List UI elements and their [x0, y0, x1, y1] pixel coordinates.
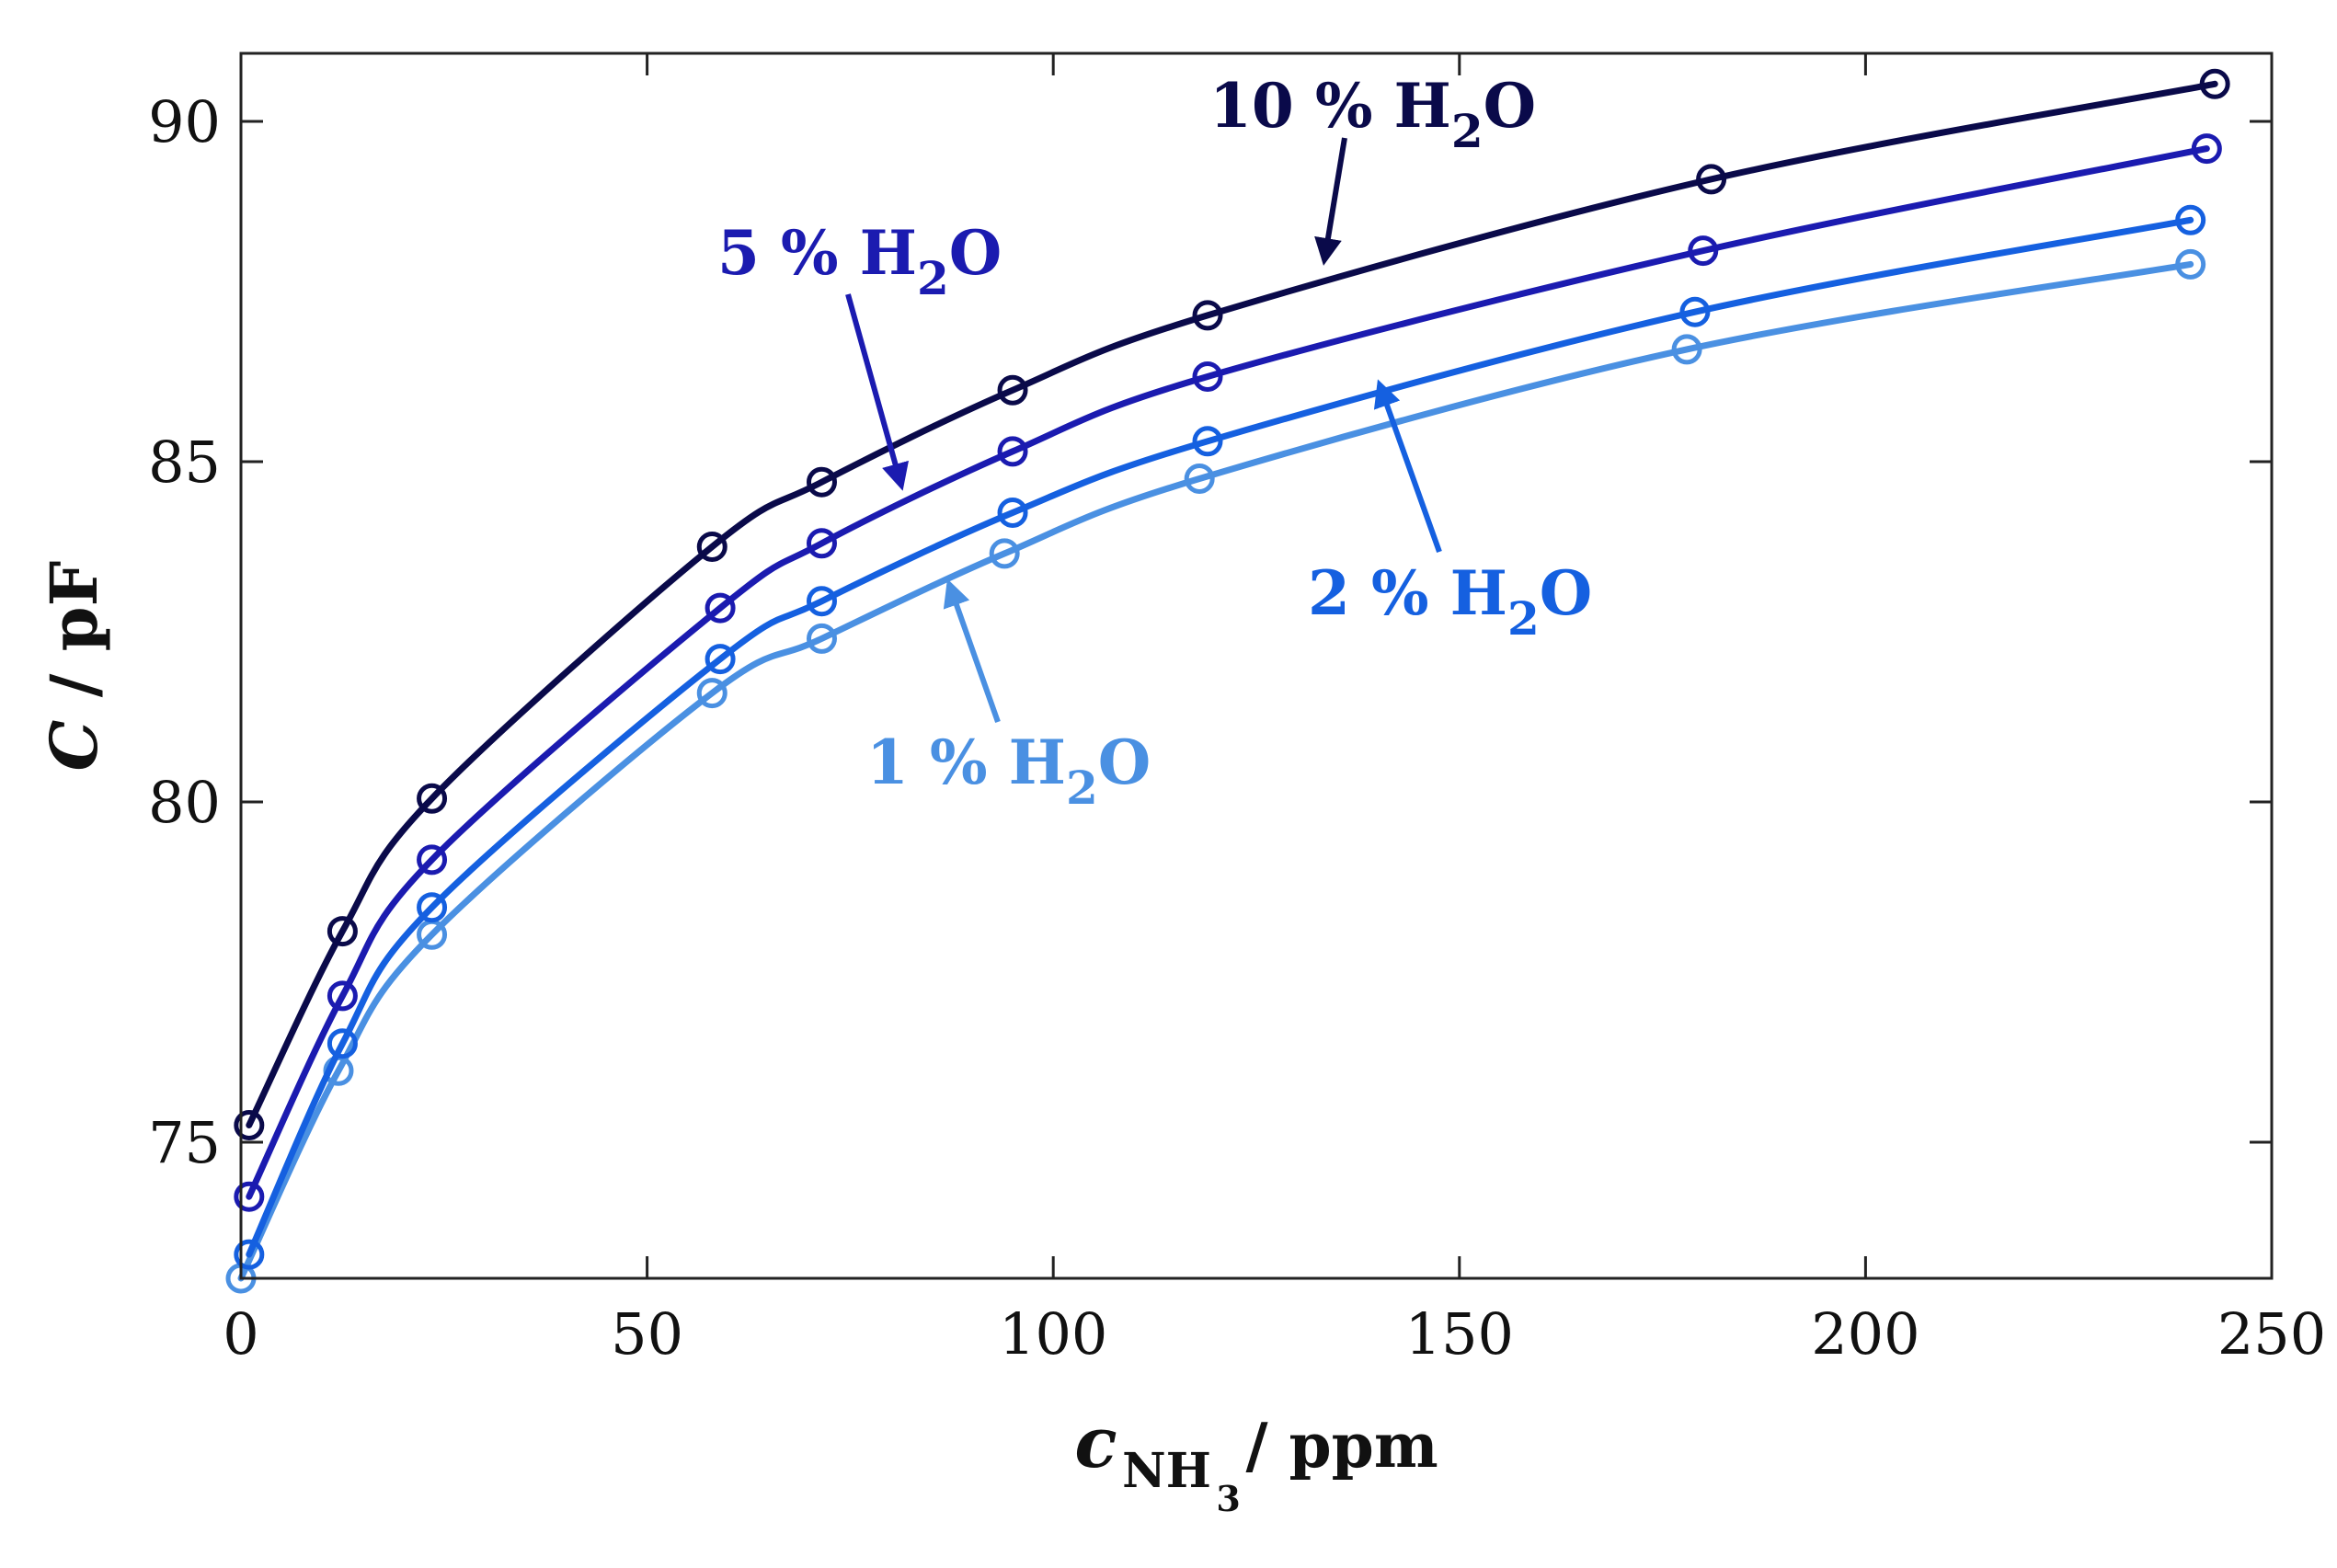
data-point — [989, 538, 1020, 569]
y-axis-title-symbol: C — [36, 719, 112, 771]
data-point — [326, 916, 358, 947]
y-tick-label: 85 — [148, 429, 221, 496]
data-point — [806, 466, 837, 498]
series-line — [237, 260, 2194, 1282]
series-layer — [225, 68, 2230, 1294]
label-arrow-0 — [1314, 137, 1347, 266]
series-label-subscript: 2 — [1507, 591, 1540, 646]
label-arrow-3 — [943, 578, 1001, 723]
tick-labels: 0 50 100 150 200 250 75 80 85 90 — [148, 88, 2326, 1368]
series-label-text-end: O — [1098, 727, 1151, 798]
x-axis-title-subscript: NH — [1122, 1443, 1211, 1499]
data-point — [2191, 133, 2222, 165]
x-axis-title-subsubscript: 3 — [1216, 1478, 1240, 1519]
series-label-0: 10 % H2O — [1209, 70, 1536, 158]
data-point — [234, 1110, 265, 1140]
data-point — [1679, 296, 1711, 327]
data-point — [997, 498, 1028, 528]
series-line — [246, 145, 2210, 1200]
data-point — [1671, 334, 1702, 365]
series-line — [246, 80, 2218, 1128]
label-arrow-2 — [1373, 379, 1442, 554]
data-point — [705, 592, 736, 624]
series-label-text: 2 % H — [1308, 557, 1507, 629]
data-point — [1184, 464, 1215, 494]
x-axis-title: c NH 3 / ppm — [1074, 1402, 1438, 1519]
plot-frame — [239, 52, 2274, 1280]
data-point — [234, 1181, 265, 1212]
series-label-subscript: 2 — [1451, 104, 1484, 158]
data-point — [326, 980, 358, 1012]
y-tick-label: 80 — [148, 769, 221, 836]
data-point — [997, 374, 1028, 406]
data-point — [1192, 361, 1223, 392]
label-arrow-1 — [845, 293, 910, 491]
y-axis-title: C / pF — [36, 561, 112, 772]
series-label-text-end: O — [1484, 70, 1537, 142]
data-point — [1688, 235, 1719, 267]
data-point — [2175, 204, 2206, 235]
x-tick-label: 250 — [2217, 1300, 2326, 1368]
data-point — [417, 844, 448, 876]
series-label-subscript: 2 — [917, 251, 949, 305]
series-label-text: 1 % H — [866, 727, 1066, 798]
x-tick-label: 100 — [999, 1300, 1107, 1368]
series-label-text: 10 % H — [1209, 70, 1451, 142]
series-1 — [234, 133, 2222, 1212]
data-point — [705, 644, 736, 675]
series-label-subscript: 2 — [1066, 761, 1098, 815]
data-point — [2175, 248, 2206, 280]
series-2 — [234, 204, 2206, 1270]
data-point — [696, 678, 727, 709]
label-arrows — [845, 137, 1442, 723]
series-label-text-end: O — [949, 217, 1002, 289]
series-0 — [234, 68, 2230, 1140]
data-point — [806, 528, 837, 559]
y-tick-label: 90 — [148, 88, 221, 155]
data-point — [806, 623, 837, 654]
x-axis-title-unit: / ppm — [1245, 1410, 1438, 1482]
series-label-2: 2 % H2O — [1308, 557, 1592, 646]
data-point — [2199, 68, 2230, 99]
x-axis-title-symbol: c — [1074, 1402, 1117, 1483]
x-tick-label: 200 — [1811, 1300, 1919, 1368]
series-label-text-end: O — [1540, 557, 1593, 629]
x-tick-label: 150 — [1405, 1300, 1514, 1368]
x-tick-label: 0 — [223, 1300, 258, 1368]
tick-marks — [239, 53, 2274, 1278]
data-point — [326, 1028, 358, 1059]
data-point — [1192, 300, 1223, 331]
series-label-3: 1 % H2O — [866, 727, 1151, 815]
data-point — [417, 783, 448, 814]
data-point — [1192, 426, 1223, 457]
y-tick-label: 75 — [148, 1109, 221, 1176]
x-tick-label: 50 — [611, 1300, 683, 1368]
data-point — [997, 436, 1028, 467]
data-point — [1696, 164, 1727, 195]
data-point — [417, 892, 448, 923]
series-label-text: 5 % H — [717, 217, 917, 289]
data-point — [806, 586, 837, 617]
data-point — [696, 532, 727, 562]
series-line — [246, 216, 2194, 1258]
y-axis-title-unit: / pF — [36, 561, 112, 698]
data-point — [234, 1239, 265, 1270]
series-label-1: 5 % H2O — [717, 217, 1002, 305]
